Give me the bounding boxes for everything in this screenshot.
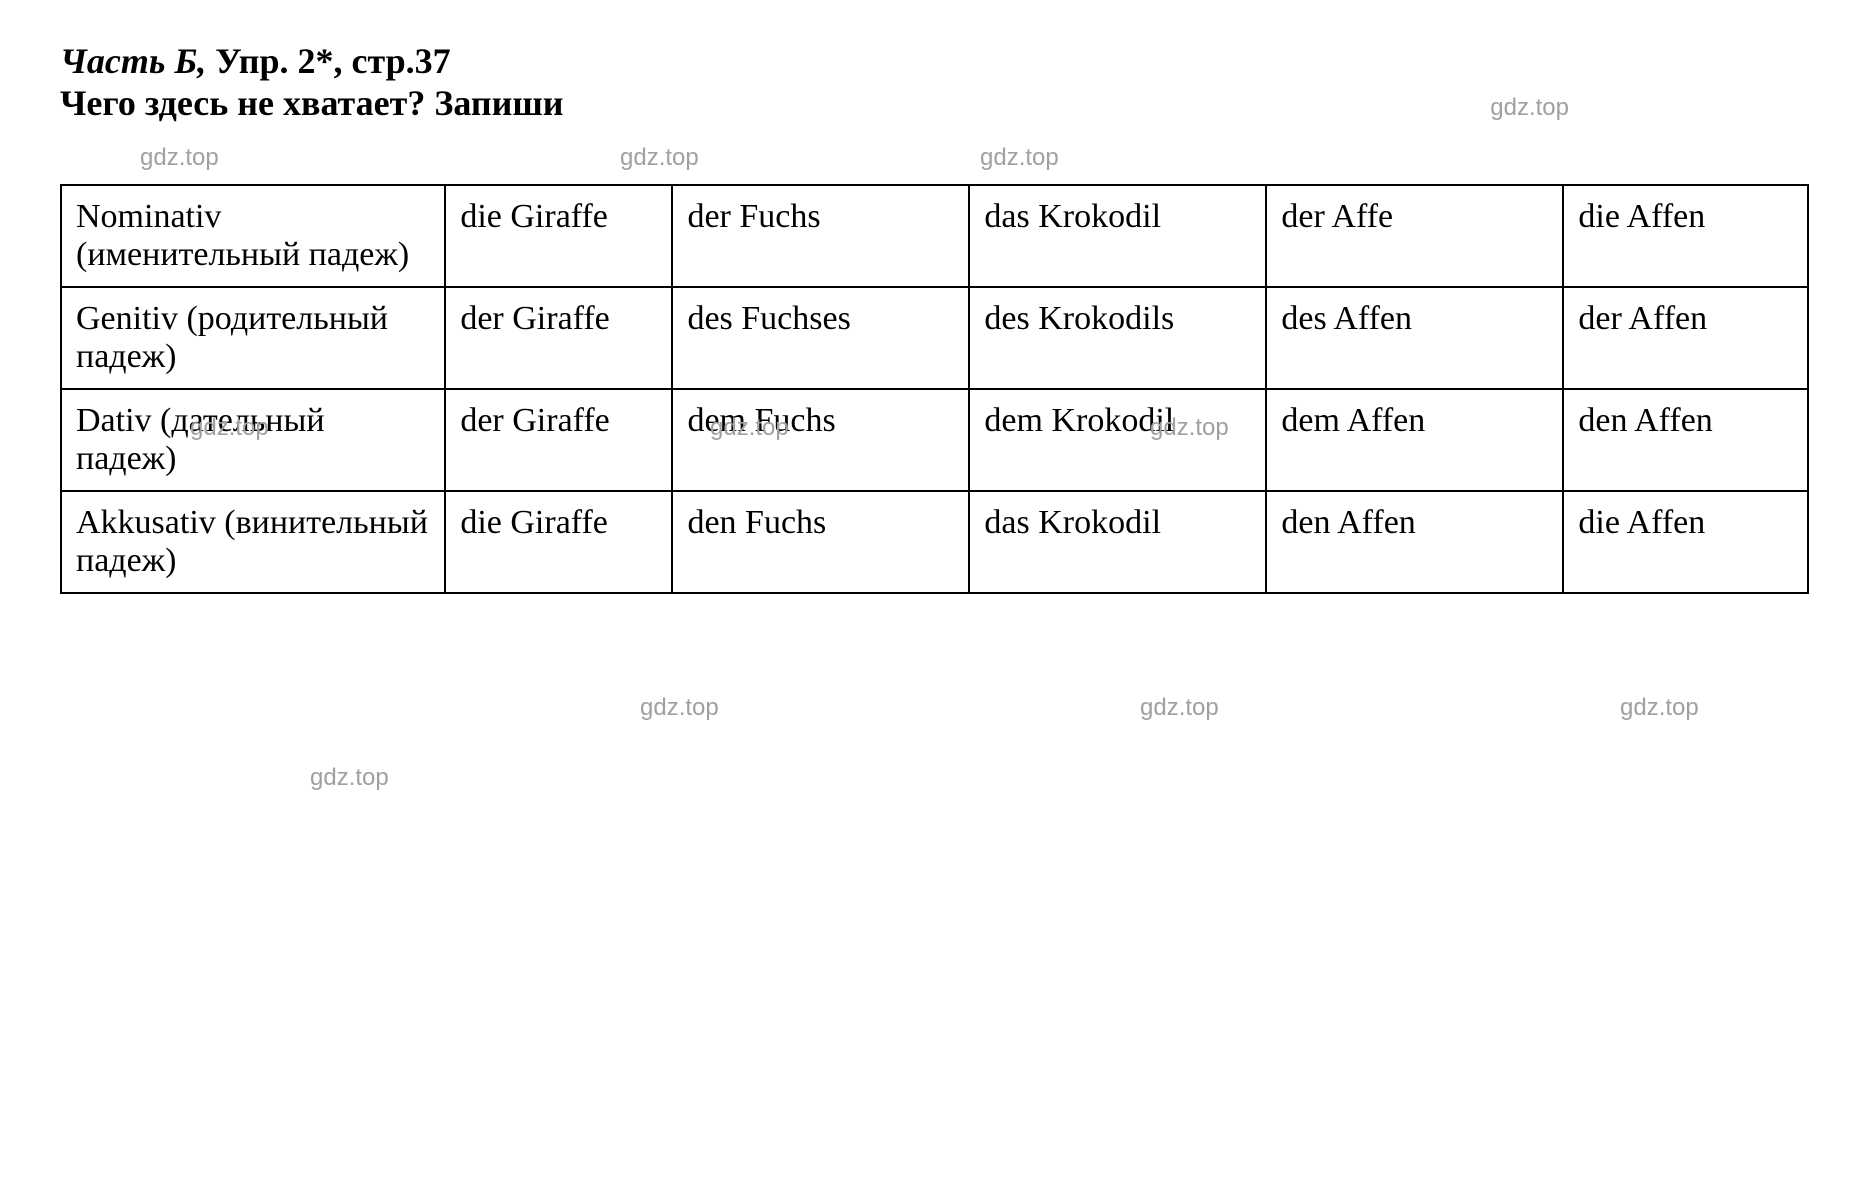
part-label: Часть Б,: [60, 41, 215, 81]
cell-fuchs: dem Fuchs: [672, 389, 969, 491]
exercise-header: Часть Б, Упр. 2*, стр.37 Чего здесь не х…: [60, 40, 1809, 124]
cell-affen: den Affen: [1563, 389, 1808, 491]
cell-krokodil: des Krokodils: [969, 287, 1266, 389]
declension-table: Nominativ (именительный падеж) die Giraf…: [60, 184, 1809, 594]
cell-affe: der Affe: [1266, 185, 1563, 287]
cell-affen: die Affen: [1563, 185, 1808, 287]
cell-affe: des Affen: [1266, 287, 1563, 389]
exercise-label: Упр. 2*, стр.37: [215, 41, 450, 81]
table-row: Nominativ (именительный падеж) die Giraf…: [61, 185, 1808, 287]
table-row: Dativ (дательный падеж) der Giraffe dem …: [61, 389, 1808, 491]
cell-krokodil: dem Krokodil: [969, 389, 1266, 491]
cell-case: Akkusativ (винительный падеж): [61, 491, 445, 593]
cell-affen: die Affen: [1563, 491, 1808, 593]
table-row: Genitiv (родительный падеж) der Giraffe …: [61, 287, 1808, 389]
cell-giraffe: der Giraffe: [445, 287, 672, 389]
cell-giraffe: der Giraffe: [445, 389, 672, 491]
table-row: Akkusativ (винительный падеж) die Giraff…: [61, 491, 1808, 593]
cell-case: Genitiv (родительный падеж): [61, 287, 445, 389]
watermark-text: gdz.top: [620, 144, 699, 172]
cell-fuchs: den Fuchs: [672, 491, 969, 593]
watermark-text: gdz.top: [310, 764, 389, 792]
cell-case: Nominativ (именительный падеж): [61, 185, 445, 287]
cell-krokodil: das Krokodil: [969, 185, 1266, 287]
cell-giraffe: die Giraffe: [445, 185, 672, 287]
watermark-text: gdz.top: [980, 144, 1059, 172]
cell-giraffe: die Giraffe: [445, 491, 672, 593]
watermark-text: gdz.top: [1140, 694, 1219, 722]
cell-affe: den Affen: [1266, 491, 1563, 593]
watermark-text: gdz.top: [140, 144, 219, 172]
cell-fuchs: des Fuchses: [672, 287, 969, 389]
cell-fuchs: der Fuchs: [672, 185, 969, 287]
instruction-text: Чего здесь не хватает? Запиши: [60, 82, 1809, 124]
watermark-text: gdz.top: [640, 694, 719, 722]
cell-case: Dativ (дательный падеж): [61, 389, 445, 491]
watermark-text: gdz.top: [1620, 694, 1699, 722]
cell-affe: dem Affen: [1266, 389, 1563, 491]
table-container: gdz.top gdz.top gdz.top gdz.top gdz.top …: [60, 184, 1809, 594]
cell-affen: der Affen: [1563, 287, 1808, 389]
cell-krokodil: das Krokodil: [969, 491, 1266, 593]
